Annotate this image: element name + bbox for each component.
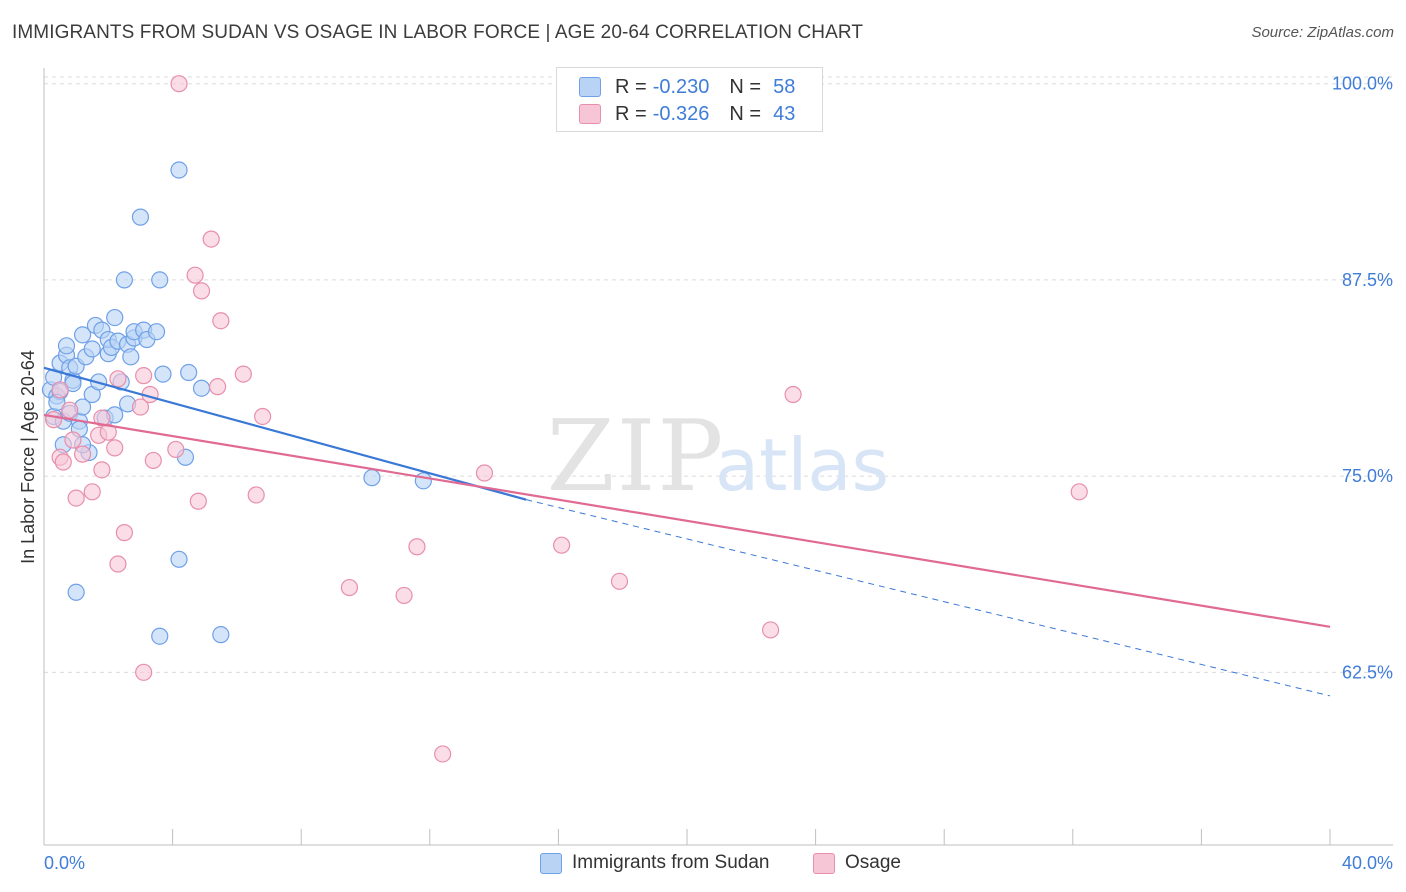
chart-title: IMMIGRANTS FROM SUDAN VS OSAGE IN LABOR … (12, 22, 864, 43)
point-sudan (212, 626, 230, 644)
legend-n-label: N = (729, 75, 762, 98)
point-sudan (67, 583, 85, 601)
legend-row-sudan: R = -0.230 N = 58 (579, 74, 795, 100)
legend-r-value: -0.230 (652, 75, 710, 98)
point-sudan (106, 308, 124, 327)
point-osage (209, 378, 227, 396)
legend-r-label: R = (615, 102, 647, 125)
point-osage (93, 409, 111, 427)
point-osage (135, 663, 153, 681)
point-sudan (363, 469, 381, 487)
point-osage (610, 572, 629, 590)
trend-layer (43, 366, 1331, 697)
point-osage (408, 538, 426, 556)
point-sudan (73, 326, 92, 344)
point-osage (254, 407, 272, 426)
y-tick-label: 62.5% (1342, 662, 1393, 682)
legend-swatch-osage (813, 852, 835, 874)
point-sudan (151, 271, 169, 289)
point-sudan (57, 337, 76, 355)
point-osage (784, 385, 802, 404)
point-osage (170, 75, 188, 93)
legend-swatch-sudan (579, 77, 601, 97)
point-osage (167, 440, 185, 459)
point-osage (395, 586, 413, 605)
legend-n-value: 43 (773, 102, 796, 125)
point-osage (109, 555, 127, 573)
point-osage (135, 367, 153, 385)
point-osage (761, 621, 780, 639)
point-osage (234, 365, 252, 383)
legend-n-value: 58 (773, 75, 796, 98)
points-layer (41, 75, 1088, 763)
legend-r-value: -0.326 (652, 102, 710, 125)
legend-r-label: R = (615, 75, 647, 98)
point-sudan (131, 208, 150, 226)
legend-swatch-osage (579, 104, 601, 124)
legend-swatch-sudan (540, 852, 562, 874)
legend-row-osage: R = -0.326 N = 43 (579, 101, 795, 127)
point-osage (115, 524, 133, 542)
point-sudan (122, 348, 140, 366)
point-sudan (147, 323, 166, 341)
point-osage (247, 486, 265, 504)
y-tick-label: 100.0% (1332, 74, 1393, 94)
point-sudan (170, 161, 188, 179)
point-osage (475, 464, 494, 482)
point-sudan (414, 472, 432, 490)
point-osage (61, 401, 79, 419)
x-tick-label: 0.0% (44, 853, 85, 873)
y-axis-title: In Labor Force | Age 20-64 (18, 350, 38, 564)
legend-item-osage: Osage (813, 852, 901, 874)
point-osage (186, 266, 204, 284)
point-osage (131, 398, 150, 416)
point-osage (51, 381, 69, 399)
point-osage (106, 439, 124, 457)
point-osage (83, 483, 101, 501)
watermark-zip: ZIP (547, 400, 726, 514)
point-sudan (170, 550, 188, 568)
point-osage (64, 431, 82, 449)
trendline-osage (43, 413, 1331, 628)
point-osage (67, 489, 85, 507)
legend-item-sudan: Immigrants from Sudan (540, 852, 769, 874)
legend-label-osage: Osage (845, 852, 901, 873)
source-label: Source: ZipAtlas.com (1251, 24, 1394, 41)
x-tick-label: 40.0% (1342, 853, 1393, 873)
point-sudan (192, 379, 211, 397)
point-osage (99, 423, 117, 441)
point-osage (144, 451, 162, 470)
watermark: ZIP atlas (547, 400, 889, 514)
label-layer: 62.5% 75.0% 87.5% 100.0% 0.0% 40.0% In Labor F… (18, 74, 1393, 873)
point-osage (434, 745, 452, 763)
axis-layer (43, 68, 1393, 846)
point-osage (192, 282, 211, 300)
trendline-sudan-extension (526, 499, 1331, 697)
stats-legend: R = -0.230 N = 58 R = -0.326 N = 43 (556, 67, 823, 132)
point-osage (1070, 483, 1088, 501)
point-sudan (180, 363, 198, 382)
point-osage (340, 578, 359, 597)
point-osage (202, 230, 220, 248)
y-tick-label: 75.0% (1342, 466, 1393, 486)
point-osage (73, 445, 92, 463)
legend-label-sudan: Immigrants from Sudan (572, 852, 770, 873)
point-sudan (115, 271, 133, 289)
point-osage (54, 453, 72, 471)
y-tick-label: 87.5% (1342, 270, 1393, 290)
point-sudan (83, 340, 101, 358)
point-sudan (151, 627, 169, 645)
point-osage (93, 461, 111, 479)
trendline-sudan (43, 366, 527, 501)
legend-n-label: N = (729, 102, 762, 125)
series-legend: Immigrants from Sudan Osage (0, 852, 1406, 878)
point-osage (189, 492, 207, 510)
point-osage (212, 312, 230, 330)
point-osage (553, 536, 571, 554)
point-sudan (154, 365, 172, 383)
point-osage (109, 370, 127, 388)
point-osage (45, 411, 63, 429)
watermark-atlas: atlas (715, 423, 889, 507)
